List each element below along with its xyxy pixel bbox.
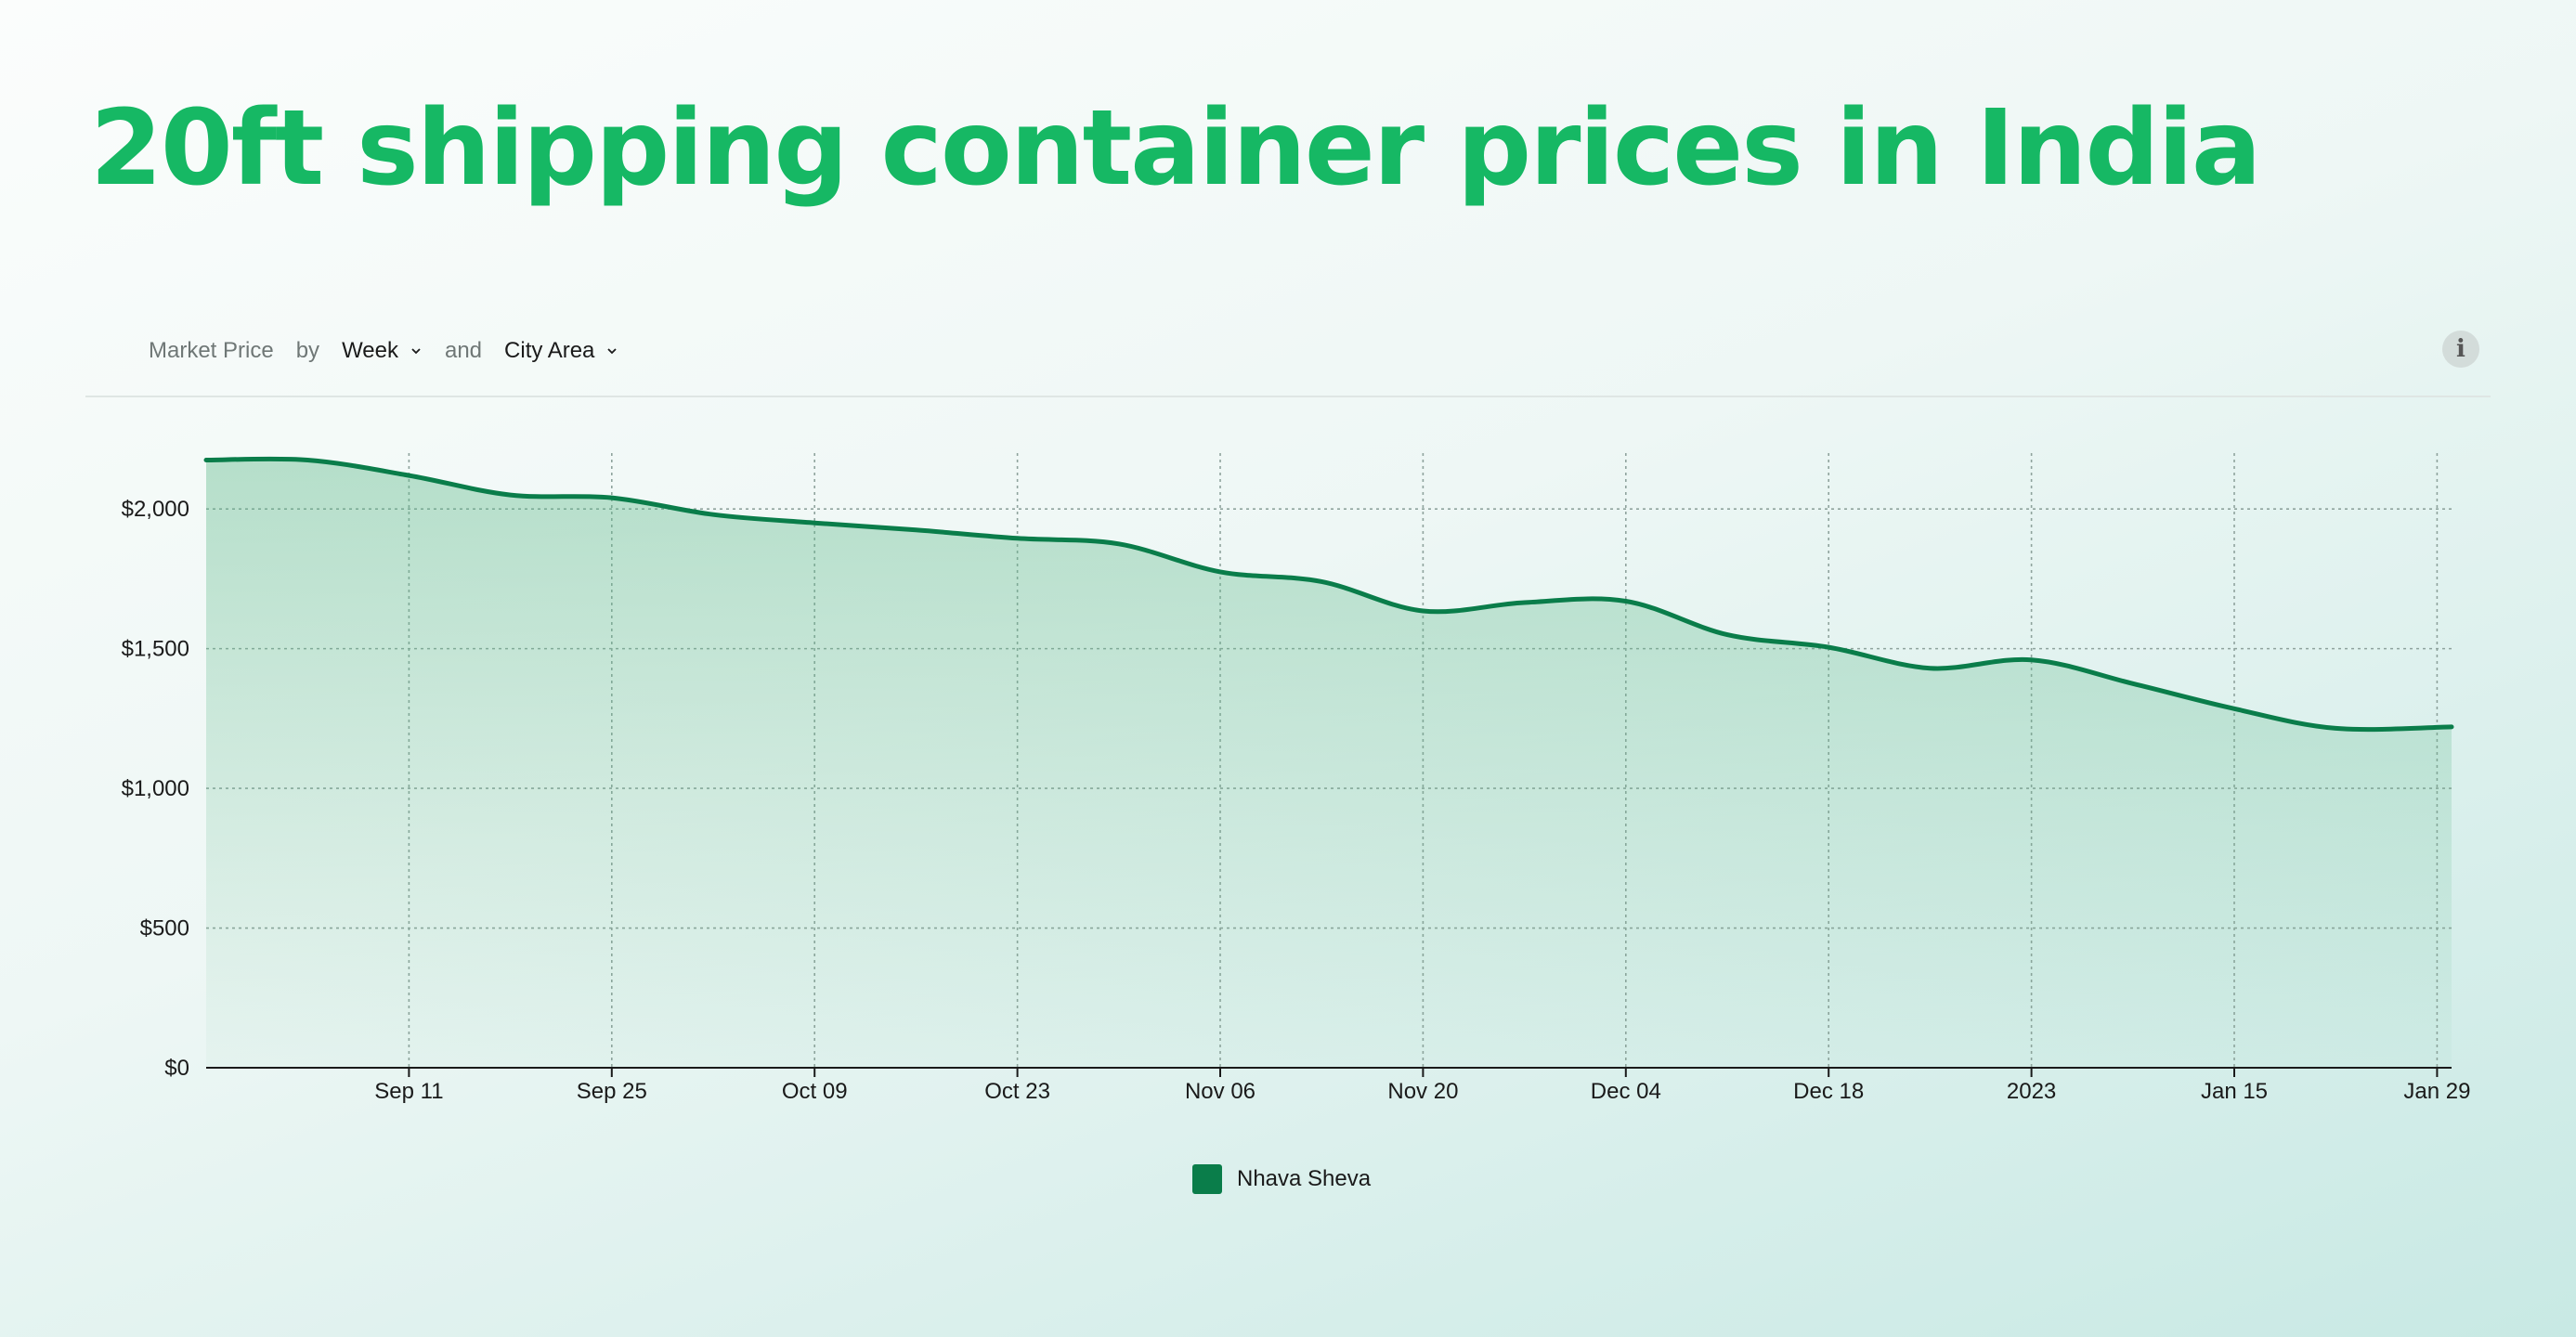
x-tick-label: Dec 04 <box>1591 1079 1661 1104</box>
x-tick-label: Nov 20 <box>1387 1079 1458 1104</box>
x-tick-label: Dec 18 <box>1793 1079 1864 1104</box>
y-tick-label: $1,000 <box>122 776 189 801</box>
x-tick-label: Sep 25 <box>577 1079 647 1104</box>
page-title: 20ft shipping container prices in India <box>90 88 2262 209</box>
data-point[interactable] <box>811 519 818 526</box>
data-point[interactable] <box>2332 724 2339 732</box>
data-point[interactable] <box>1115 540 1123 548</box>
data-point[interactable] <box>1216 568 1224 576</box>
x-tick-label: Oct 09 <box>782 1079 848 1104</box>
data-point[interactable] <box>912 526 919 534</box>
group-value: City Area <box>504 338 595 363</box>
metric-label: Market Price <box>149 338 274 363</box>
chevron-down-icon <box>411 348 421 355</box>
x-tick-label: Oct 23 <box>984 1079 1050 1104</box>
and-label: and <box>444 338 483 363</box>
by-label: by <box>295 338 320 363</box>
data-point[interactable] <box>1419 607 1426 615</box>
legend-swatch <box>1192 1164 1222 1194</box>
legend[interactable]: Nhava Sheva <box>1192 1164 1371 1194</box>
x-tick-label: Sep 11 <box>374 1079 443 1104</box>
data-point[interactable] <box>1825 643 1832 651</box>
axes: $0 $500 $1,000 $1,500 $2,000 Sep 11 Sep 25 Oct … <box>122 497 2471 1104</box>
data-point[interactable] <box>1622 597 1630 604</box>
data-point[interactable] <box>1014 535 1021 542</box>
data-point[interactable] <box>1926 665 1933 672</box>
data-point[interactable] <box>507 491 514 499</box>
x-tick-label: 2023 <box>2007 1079 2056 1104</box>
data-point[interactable] <box>2231 705 2238 712</box>
y-tick-label: $1,500 <box>122 637 189 662</box>
controls-divider <box>85 396 2491 397</box>
info-icon: i <box>2456 335 2465 363</box>
period-value: Week <box>342 338 398 363</box>
series-line-nhava-sheva[interactable] <box>203 456 2454 733</box>
x-tick-label: Nov 06 <box>1185 1079 1255 1104</box>
data-point[interactable] <box>608 494 616 501</box>
data-point[interactable] <box>1724 631 1731 639</box>
data-point[interactable] <box>2129 680 2137 687</box>
chevron-down-icon <box>607 348 618 355</box>
series-area <box>202 456 2455 1068</box>
data-point[interactable] <box>2448 723 2455 731</box>
y-tick-label: $2,000 <box>122 497 189 522</box>
legend-label: Nhava Sheva <box>1237 1166 1372 1191</box>
x-tick-label: Jan 29 <box>2403 1079 2470 1104</box>
data-point[interactable] <box>405 472 412 479</box>
data-point[interactable] <box>1318 578 1325 585</box>
y-tick-label: $500 <box>140 916 189 941</box>
group-dropdown[interactable]: City Area <box>504 338 618 364</box>
data-point[interactable] <box>2028 656 2036 664</box>
x-tick-label: Jan 15 <box>2201 1079 2268 1104</box>
chart-controls: Market Price by Week and City Area <box>149 332 618 370</box>
data-point[interactable] <box>304 457 311 464</box>
series-area-fill <box>206 459 2452 1068</box>
y-tick-label: $0 <box>164 1056 189 1081</box>
data-point[interactable] <box>709 511 717 518</box>
period-dropdown[interactable]: Week <box>342 338 423 364</box>
data-point[interactable] <box>1521 599 1529 606</box>
info-button[interactable]: i <box>2442 331 2479 368</box>
data-point[interactable] <box>202 457 210 464</box>
